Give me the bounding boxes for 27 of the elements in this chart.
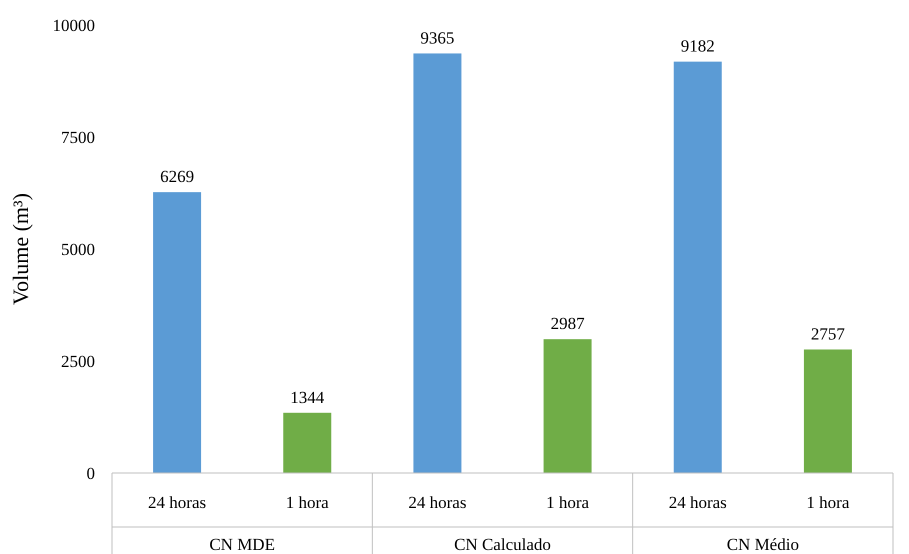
y-tick-label: 7500 bbox=[61, 128, 95, 147]
data-label: 2987 bbox=[550, 314, 586, 334]
series-label: 24 horas bbox=[148, 493, 206, 512]
data-label: 9182 bbox=[680, 36, 715, 56]
series-label: 1 hora bbox=[286, 493, 330, 512]
y-tick-label: 2500 bbox=[61, 352, 95, 371]
bar bbox=[413, 53, 462, 473]
bar bbox=[283, 412, 332, 473]
data-label: 6269 bbox=[160, 167, 194, 186]
bar bbox=[804, 349, 852, 473]
x-tick-label: CN MDE bbox=[209, 535, 275, 554]
x-tick-label: CN Calculado bbox=[454, 535, 551, 554]
data-label: 2757 bbox=[810, 324, 846, 344]
x-tick-label: CN Médio bbox=[726, 535, 799, 554]
data-label: 9365 bbox=[420, 28, 454, 48]
y-axis-title: Volume (m³) bbox=[8, 193, 33, 305]
y-tick-label: 5000 bbox=[61, 240, 95, 259]
text: 24 horas bbox=[668, 493, 727, 512]
y-tick-label: 10000 bbox=[52, 16, 95, 35]
bar bbox=[674, 62, 722, 473]
y-tick-label: 0 bbox=[86, 464, 95, 483]
data-label: 1344 bbox=[290, 388, 325, 407]
text: 1 hora bbox=[806, 493, 850, 512]
bar bbox=[153, 192, 202, 473]
bar bbox=[544, 339, 592, 473]
text: 24 horas bbox=[408, 493, 466, 512]
text: 1 hora bbox=[546, 493, 590, 512]
